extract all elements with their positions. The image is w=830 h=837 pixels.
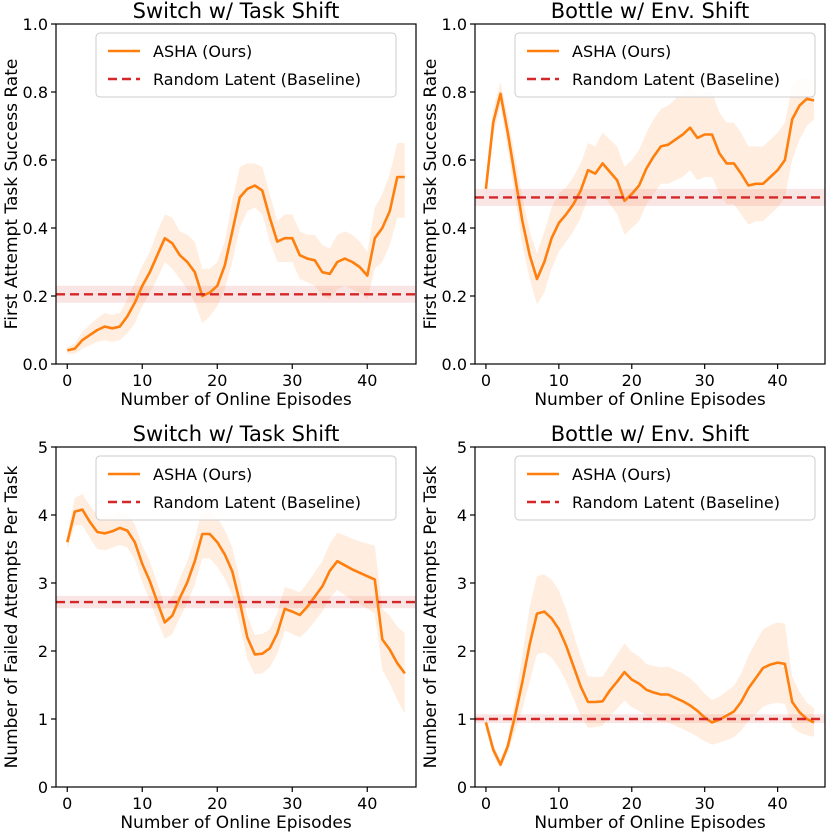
legend: ASHA (Ours) Random Latent (Baseline) bbox=[95, 32, 397, 98]
legend-box bbox=[95, 32, 397, 98]
chart-panel-3: Switch w/ Task Shift 0 10 20 30 40 0 1 2 3 4 5 Numbe… bbox=[2, 422, 417, 833]
axes-frame bbox=[474, 446, 826, 788]
chart-panel-4: Bottle w/ Env. Shift 0 10 20 30 40 0 1 2 3 4 5 Numbe… bbox=[421, 422, 826, 833]
baseline-confidence-band bbox=[56, 285, 416, 303]
y-tick-label: 3 bbox=[38, 574, 48, 593]
legend-baseline-label: Random Latent (Baseline) bbox=[572, 70, 780, 89]
y-axis-label: First Attempt Task Success Rate bbox=[421, 59, 441, 330]
x-tick-label: 10 bbox=[549, 371, 569, 390]
axes-frame bbox=[474, 23, 826, 365]
y-tick-label: 4 bbox=[457, 506, 467, 525]
x-tick-label: 30 bbox=[282, 371, 302, 390]
axes-frame bbox=[55, 23, 417, 365]
x-tick-label: 10 bbox=[132, 371, 152, 390]
chart-panel-1: Switch w/ Task Shift 0 10 20 30 40 0.0 0.2 0.4 0.… bbox=[2, 0, 417, 410]
y-tick-label: 2 bbox=[457, 642, 467, 661]
y-tick-label: 0.4 bbox=[442, 219, 467, 238]
x-tick-label: 40 bbox=[767, 371, 787, 390]
legend-box bbox=[514, 455, 816, 521]
legend-asha-label: ASHA (Ours) bbox=[153, 465, 252, 484]
y-tick-label: 1 bbox=[38, 710, 48, 729]
x-tick-label: 30 bbox=[282, 794, 302, 813]
y-tick-label: 0.6 bbox=[23, 151, 48, 170]
baseline-confidence-band bbox=[56, 595, 416, 609]
y-tick-label: 1 bbox=[457, 710, 467, 729]
x-tick-label: 20 bbox=[622, 794, 642, 813]
legend-box bbox=[95, 455, 397, 521]
legend-asha-label: ASHA (Ours) bbox=[572, 465, 671, 484]
x-axis-label: Number of Online Episodes bbox=[534, 390, 765, 410]
asha-line bbox=[67, 175, 405, 352]
legend-asha-label: ASHA (Ours) bbox=[153, 42, 252, 61]
x-axis-label: Number of Online Episodes bbox=[534, 813, 765, 833]
x-tick-label: 0 bbox=[62, 371, 72, 390]
x-axis-label: Number of Online Episodes bbox=[120, 813, 351, 833]
legend-baseline-label: Random Latent (Baseline) bbox=[572, 493, 780, 512]
y-tick-label: 0.6 bbox=[442, 151, 467, 170]
asha-line bbox=[66, 508, 406, 675]
x-tick-label: 0 bbox=[481, 794, 491, 813]
x-tick-label: 0 bbox=[62, 794, 72, 813]
y-axis-label: First Attempt Task Success Rate bbox=[2, 59, 22, 330]
x-tick-label: 40 bbox=[357, 794, 377, 813]
x-tick-label: 20 bbox=[207, 794, 227, 813]
y-tick-label: 0.2 bbox=[442, 287, 467, 306]
y-tick-label: 0.8 bbox=[23, 83, 48, 102]
asha-confidence-band bbox=[485, 574, 815, 769]
legend: ASHA (Ours) Random Latent (Baseline) bbox=[514, 455, 816, 521]
chart-title: Bottle w/ Env. Shift bbox=[551, 422, 750, 446]
axes-frame bbox=[55, 446, 417, 788]
y-tick-label: 0 bbox=[38, 778, 48, 797]
x-tick-label: 10 bbox=[549, 794, 569, 813]
x-axis-label: Number of Online Episodes bbox=[120, 390, 351, 410]
y-tick-label: 0 bbox=[457, 778, 467, 797]
y-tick-label: 0.0 bbox=[442, 355, 467, 374]
asha-line bbox=[484, 610, 815, 766]
x-tick-label: 40 bbox=[357, 371, 377, 390]
y-tick-label: 0.8 bbox=[442, 83, 467, 102]
x-tick-label: 30 bbox=[695, 794, 715, 813]
legend-asha-label: ASHA (Ours) bbox=[572, 42, 671, 61]
legend: ASHA (Ours) Random Latent (Baseline) bbox=[95, 455, 397, 521]
y-tick-label: 4 bbox=[38, 506, 48, 525]
y-tick-label: 0.2 bbox=[23, 287, 48, 306]
y-tick-label: 1.0 bbox=[442, 15, 467, 34]
y-tick-label: 0.0 bbox=[23, 355, 48, 374]
x-tick-label: 30 bbox=[695, 371, 715, 390]
x-tick-label: 20 bbox=[622, 371, 642, 390]
asha-confidence-band bbox=[485, 78, 815, 305]
y-axis-label: Number of Failed Attempts Per Task bbox=[421, 465, 441, 768]
y-tick-label: 5 bbox=[38, 438, 48, 457]
chart-panel-2: Bottle w/ Env. Shift 0 10 20 30 40 0.0 0.2 0.4 0.… bbox=[421, 0, 826, 410]
x-tick-label: 20 bbox=[207, 371, 227, 390]
y-tick-label: 0.4 bbox=[23, 219, 48, 238]
chart-title: Switch w/ Task Shift bbox=[133, 0, 340, 23]
legend-box bbox=[514, 32, 816, 98]
asha-confidence-band bbox=[67, 493, 405, 714]
y-axis-label: Number of Failed Attempts Per Task bbox=[2, 465, 22, 768]
asha-confidence-band bbox=[67, 143, 405, 354]
x-tick-label: 40 bbox=[767, 794, 787, 813]
chart-title: Switch w/ Task Shift bbox=[133, 422, 340, 446]
legend-baseline-label: Random Latent (Baseline) bbox=[153, 70, 361, 89]
x-tick-label: 0 bbox=[481, 371, 491, 390]
legend: ASHA (Ours) Random Latent (Baseline) bbox=[514, 32, 816, 98]
y-tick-label: 1.0 bbox=[23, 15, 48, 34]
y-tick-label: 2 bbox=[38, 642, 48, 661]
legend-baseline-label: Random Latent (Baseline) bbox=[153, 493, 361, 512]
y-tick-label: 3 bbox=[457, 574, 467, 593]
y-tick-label: 5 bbox=[457, 438, 467, 457]
asha-line bbox=[484, 92, 815, 281]
x-tick-label: 10 bbox=[132, 794, 152, 813]
chart-title: Bottle w/ Env. Shift bbox=[551, 0, 750, 23]
